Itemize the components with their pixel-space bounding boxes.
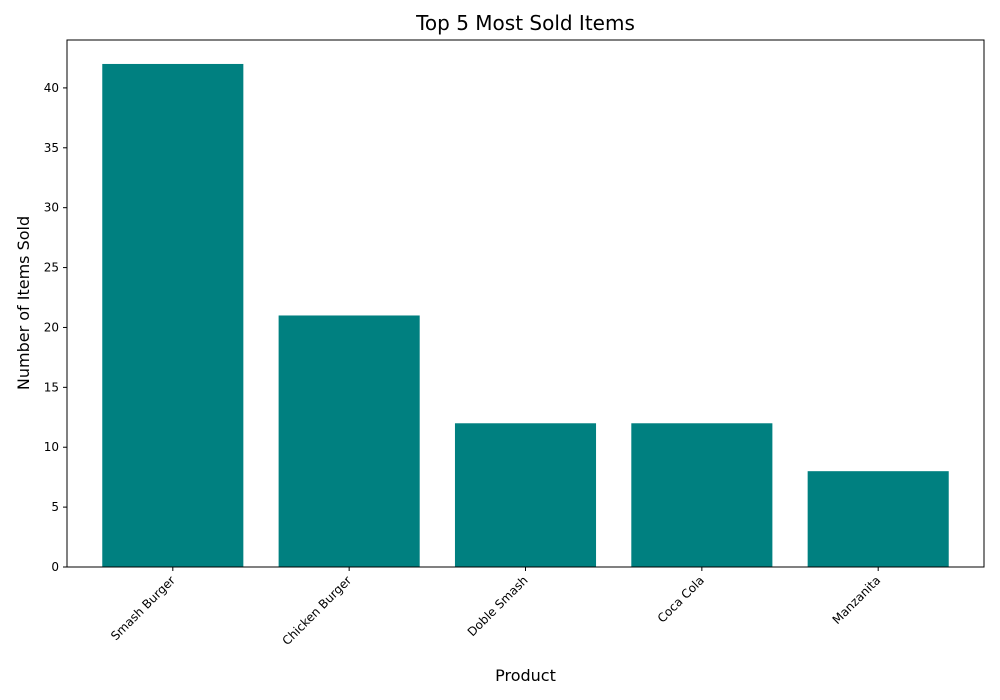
x-axis-label: Product [495, 666, 556, 685]
bar-smash-burger [102, 63, 244, 568]
y-tick-label: 15 [44, 380, 59, 394]
bar-doble-smash [454, 423, 597, 567]
y-tick-label: 25 [44, 261, 59, 275]
bar-manzanita [807, 471, 949, 567]
y-tick-label: 20 [44, 320, 59, 334]
chart-title: Top 5 Most Sold Items [415, 11, 635, 35]
y-axis-label: Number of Items Sold [14, 216, 33, 390]
bar-coca-cola [631, 423, 773, 567]
y-tick-label: 40 [44, 81, 59, 95]
y-tick-label: 30 [44, 201, 59, 215]
bar-chicken-burger [278, 315, 420, 567]
y-tick-label: 0 [51, 560, 59, 574]
y-tick-label: 10 [44, 440, 59, 454]
y-tick-label: 5 [51, 500, 59, 514]
y-tick-label: 35 [44, 141, 59, 155]
